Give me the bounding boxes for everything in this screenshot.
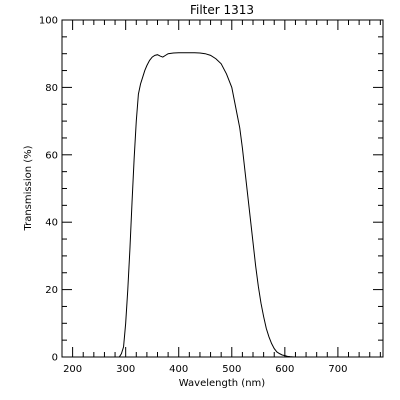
x-axis-label: Wavelength (nm) (179, 378, 265, 389)
y-tick-label: 0 (52, 353, 58, 364)
plot-frame (61, 19, 384, 358)
y-tick-label: 80 (45, 83, 58, 94)
x-tick-label: 200 (63, 364, 82, 375)
chart-title: Filter 1313 (190, 3, 254, 17)
y-tick-label: 20 (45, 285, 58, 296)
x-tick-label: 400 (169, 364, 188, 375)
tick-labels: 200 300 400 500 600 700 0 20 40 60 80 100 (39, 16, 348, 376)
x-tick-label: 300 (116, 364, 135, 375)
x-tick-label: 500 (222, 364, 241, 375)
x-tick-label: 700 (328, 364, 347, 375)
y-axis-label: Transmission (%) (23, 145, 34, 231)
y-tick-label: 40 (45, 218, 58, 229)
y-tick-label: 100 (39, 16, 58, 27)
axis-ticks (61, 19, 383, 358)
transmission-curve (62, 52, 383, 358)
x-tick-label: 600 (275, 364, 294, 375)
y-tick-label: 60 (45, 150, 58, 161)
